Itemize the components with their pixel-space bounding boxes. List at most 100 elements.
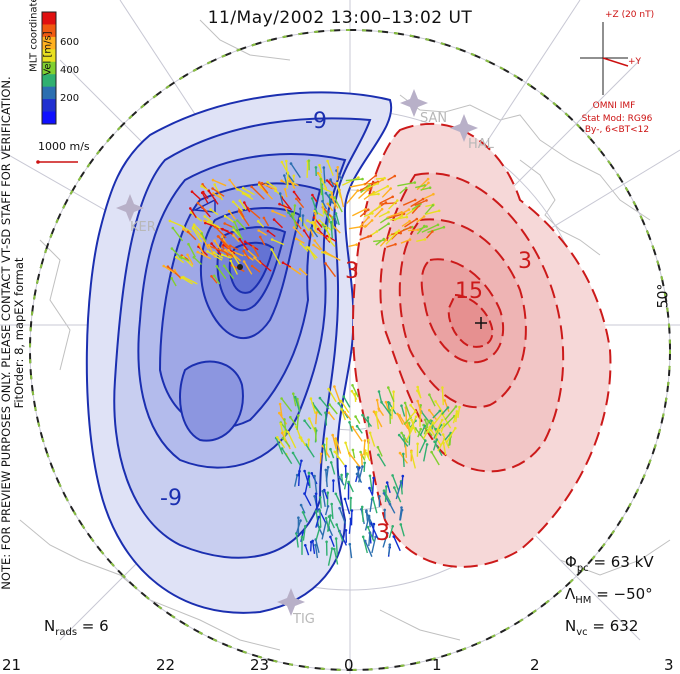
velocity-vector-origin [351,425,354,429]
velocity-vector [325,192,335,205]
velocity-vector-origin [372,410,376,414]
velocity-vector-origin [423,184,427,187]
velocity-vector [379,196,394,204]
velocity-vector-origin [318,219,321,222]
velocity-vector-origin [443,399,447,402]
velocity-vector-origin [334,537,338,540]
velocity-vector [207,221,221,230]
velocity-vector-origin [314,543,317,547]
velocity-vector [318,219,333,232]
velocity-vector [296,415,299,431]
velocity-vector-origin [283,174,286,177]
velocity-vector [314,544,319,559]
velocity-vector [393,536,401,552]
velocity-vector [282,262,292,268]
velocity-vector [420,187,431,191]
velocity-vector-origin [211,178,215,182]
imf-model: Stat Mod: RG96 [581,114,653,124]
velocity-vector-origin [286,430,290,434]
velocity-vector-origin [220,235,224,238]
velocity-vector-origin [204,221,207,225]
velocity-vector [359,235,372,241]
velocity-vector [295,238,305,244]
velocity-vector-origin [441,386,444,389]
velocity-vector [298,471,301,487]
velocity-vector [348,518,352,534]
velocity-vector [312,402,323,416]
velocity-vector [229,245,239,251]
velocity-vector-origin [400,211,403,214]
velocity-vector [283,419,287,436]
velocity-vector-origin [376,445,380,449]
velocity-vector-origin [324,521,328,524]
velocity-vector-origin [316,227,320,231]
velocity-vector [352,449,356,459]
velocity-vector-origin [299,242,302,245]
velocity-vector [171,277,177,287]
velocity-vector-origin [367,516,371,519]
velocity-vector [422,426,431,439]
velocity-vector-origin [310,472,314,475]
velocity-vector [416,215,425,223]
velocity-vector [247,207,261,220]
velocity-vector [361,506,364,523]
velocity-vector-origin [423,224,426,228]
velocity-vector [338,402,349,419]
velocity-vector-origin [436,223,440,227]
velocity-vector-origin [334,437,338,440]
velocity-vector [444,400,450,412]
velocity-vector [449,436,452,446]
velocity-vector [365,510,369,522]
velocity-vector [201,192,209,204]
velocity-vector-origin [382,492,386,495]
velocity-vector-origin [232,234,235,237]
velocity-vector-origin [400,404,403,408]
velocity-vector-origin [361,177,364,181]
velocity-vector-origin [313,209,316,213]
velocity-vector [369,432,376,447]
velocity-vector-origin [410,450,413,454]
velocity-vector-origin [413,181,417,184]
velocity-vector [363,440,366,456]
cross-polar-potential: Φpc = 63 kV [565,553,654,574]
velocity-vector-origin [319,496,322,499]
velocity-vector-origin [368,431,372,435]
velocity-vector-origin [438,409,442,413]
velocity-vector-origin [442,422,446,426]
velocity-vector [282,437,291,448]
velocity-vector-origin [375,398,379,402]
velocity-vector [320,179,323,196]
velocity-vector [279,403,283,417]
velocity-vector-origin [232,225,235,229]
velocity-vector [191,191,201,200]
velocity-vector-origin [395,231,398,234]
velocity-vector-origin [387,222,390,225]
velocity-vector [251,186,265,200]
velocity-vector [306,246,318,259]
velocity-vector [387,175,396,181]
velocity-vector-origin [364,208,367,211]
velocity-vector-origin [342,395,346,398]
velocity-vector-origin [321,223,324,227]
velocity-vector [369,475,373,492]
velocity-vector [422,193,434,200]
velocity-vector [296,398,301,411]
velocity-vector-origin [280,397,283,400]
velocity-vector [455,413,458,423]
velocity-vector-origin [316,171,320,175]
velocity-vector [384,486,387,503]
velocity-vector [386,211,402,219]
fit-order-line: FitOrder: 8, mapEX format [12,257,26,409]
velocity-vector [313,244,321,251]
colorbar-swatch [42,99,56,113]
velocity-vector-origin [383,176,386,180]
velocity-vector-origin [302,229,306,232]
velocity-vector [212,192,222,199]
velocity-vector-origin [298,217,302,220]
velocity-vector-origin [270,238,274,241]
velocity-vector-origin [399,523,403,526]
velocity-vector [416,238,426,242]
velocity-vector-origin [374,174,378,177]
velocity-vector-origin [326,491,330,495]
velocity-vector [324,412,328,426]
